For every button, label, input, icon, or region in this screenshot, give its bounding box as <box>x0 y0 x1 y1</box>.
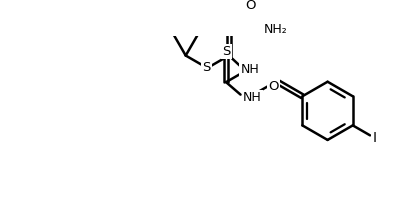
Text: O: O <box>267 80 278 93</box>
Text: S: S <box>202 61 210 74</box>
Text: I: I <box>371 131 375 145</box>
Text: NH₂: NH₂ <box>263 23 287 36</box>
Text: S: S <box>221 45 230 58</box>
Text: O: O <box>244 0 255 12</box>
Text: NH: NH <box>242 91 261 104</box>
Text: NH: NH <box>240 63 259 76</box>
